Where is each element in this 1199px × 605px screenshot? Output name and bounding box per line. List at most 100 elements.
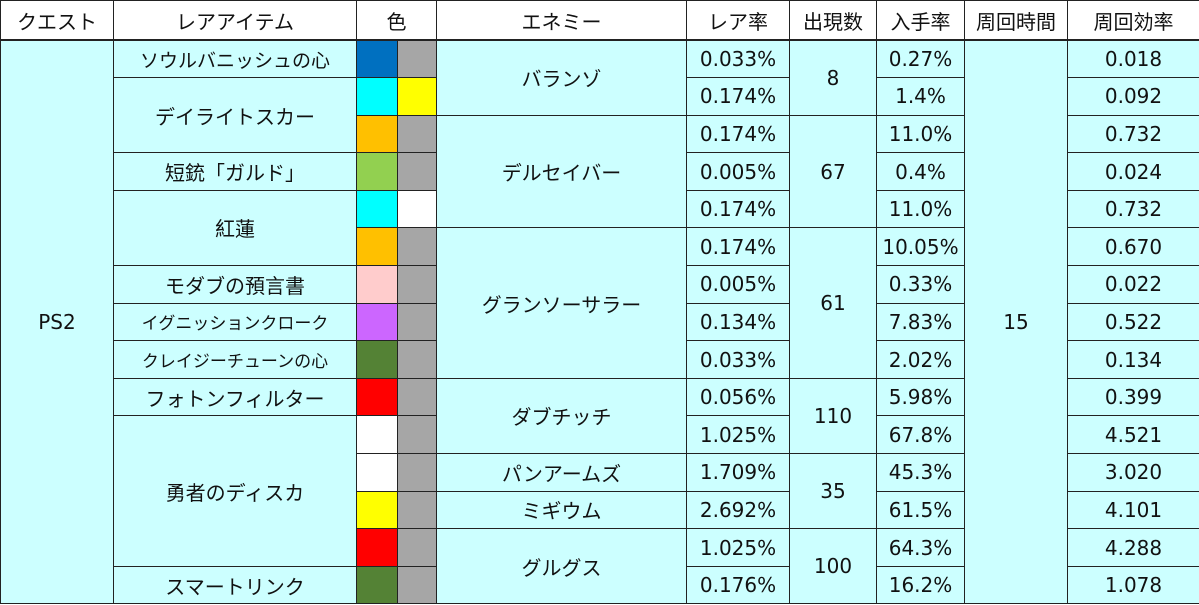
rare-rate: 0.174%	[686, 77, 790, 116]
color-swatch-primary	[356, 302, 398, 342]
table-row: PS2 ソウルバニッシュの心 バランゾ 0.033% 8 0.27% 15 0.…	[0, 39, 1199, 605]
loop-efficiency: 4.521	[1067, 415, 1199, 455]
table-row: 短銃「ガルド」 0.005% 0.4% 0.024	[1, 152, 1199, 191]
obtain-rate: 45.3%	[876, 453, 965, 492]
header-appear-count: 出現数	[789, 0, 877, 41]
color-swatch-secondary	[397, 114, 437, 154]
item-name: スマートリンク	[113, 565, 357, 605]
color-swatch-secondary	[397, 152, 437, 191]
item-name: ソウルバニッシュの心	[113, 39, 357, 79]
color-swatch-primary	[356, 227, 398, 267]
color-swatch-primary	[356, 453, 398, 492]
table-row: デイライトスカー 0.174% 1.4% 0.092	[1, 77, 1199, 154]
color-swatch-secondary	[397, 302, 437, 342]
color-swatch-secondary	[397, 189, 437, 229]
loop-efficiency: 0.732	[1067, 114, 1199, 154]
loop-efficiency: 0.732	[1067, 189, 1199, 229]
obtain-rate: 0.33%	[876, 265, 965, 304]
color-swatch-primary	[356, 528, 398, 567]
color-swatch-primary	[356, 189, 398, 229]
header-quest: クエスト	[0, 0, 114, 41]
quest-cell: PS2	[0, 39, 114, 605]
obtain-rate: 2.02%	[876, 340, 965, 379]
rare-rate: 1.025%	[686, 528, 790, 567]
obtain-rate: 0.27%	[876, 39, 965, 79]
color-swatch-secondary	[397, 265, 437, 304]
table-row: パンアームズ 1.709% 35 45.3% 3.020	[1, 453, 1199, 530]
header-loop-time: 周回時間	[964, 0, 1068, 41]
rare-rate: 1.025%	[686, 415, 790, 455]
item-name: 勇者のディスカ	[113, 415, 357, 567]
color-swatch-primary	[356, 490, 398, 530]
enemy-name: グルグス	[436, 528, 687, 605]
loop-efficiency: 4.288	[1067, 528, 1199, 567]
item-name: イグニッションクローク	[113, 302, 357, 342]
obtain-rate: 16.2%	[876, 565, 965, 605]
loop-efficiency: 1.078	[1067, 565, 1199, 605]
color-swatch-secondary	[397, 565, 437, 605]
rare-rate: 0.005%	[686, 152, 790, 191]
color-swatch-secondary	[397, 340, 437, 379]
obtain-rate: 7.83%	[876, 302, 965, 342]
rare-rate: 0.005%	[686, 265, 790, 304]
appear-count: 67	[789, 114, 877, 229]
obtain-rate: 10.05%	[876, 227, 965, 267]
header-rare-item: レアアイテム	[113, 0, 357, 41]
loop-efficiency: 0.134	[1067, 340, 1199, 379]
loop-efficiency: 0.670	[1067, 227, 1199, 267]
header-row: クエスト レアアイテム 色 エネミー レア率 出現数 入手率 周回時間 周回効率	[0, 0, 1199, 41]
color-swatch-secondary	[397, 377, 437, 417]
item-name: クレイジーチューンの心	[113, 340, 357, 379]
item-name: 短銃「ガルド」	[113, 152, 357, 191]
table-row: グランソーサラー 0.174% 61 10.05% 0.670	[1, 227, 1199, 379]
color-swatch-secondary	[397, 453, 437, 492]
enemy-name: デルセイバー	[436, 114, 687, 229]
obtain-rate: 5.98%	[876, 377, 965, 417]
color-swatch-primary	[356, 77, 398, 116]
color-swatch-primary	[356, 114, 398, 154]
item-name: フォトンフィルター	[113, 377, 357, 417]
color-swatch-primary	[356, 340, 398, 379]
table-row: クレイジーチューンの心 0.033% 2.02% 0.134	[1, 340, 1199, 379]
rare-rate: 0.056%	[686, 377, 790, 417]
rare-rate: 1.709%	[686, 453, 790, 492]
obtain-rate: 64.3%	[876, 528, 965, 567]
enemy-name: ミギウム	[436, 490, 687, 530]
loop-efficiency: 3.020	[1067, 453, 1199, 492]
table-row: ミギウム 2.692% 61.5% 4.101	[1, 490, 1199, 530]
loop-efficiency: 4.101	[1067, 490, 1199, 530]
header-rare-rate: レア率	[686, 0, 790, 41]
header-loop-efficiency: 周回効率	[1067, 0, 1199, 41]
loop-efficiency: 0.024	[1067, 152, 1199, 191]
color-swatch-secondary	[397, 39, 437, 79]
enemy-name: パンアームズ	[436, 453, 687, 492]
rare-rate: 0.174%	[686, 114, 790, 154]
loop-time-cell: 15	[964, 39, 1068, 605]
obtain-rate: 67.8%	[876, 415, 965, 455]
appear-count: 100	[789, 528, 877, 605]
appear-count: 35	[789, 453, 877, 530]
header-enemy: エネミー	[436, 0, 687, 41]
obtain-rate: 0.4%	[876, 152, 965, 191]
rare-rate: 0.033%	[686, 340, 790, 379]
loop-efficiency: 0.399	[1067, 377, 1199, 417]
obtain-rate: 1.4%	[876, 77, 965, 116]
color-swatch-primary	[356, 415, 398, 455]
color-swatch-primary	[356, 39, 398, 79]
item-name: デイライトスカー	[113, 77, 357, 154]
obtain-rate: 11.0%	[876, 189, 965, 229]
color-swatch-primary	[356, 265, 398, 304]
rare-rate: 0.174%	[686, 227, 790, 267]
table-row: グルグス 1.025% 100 64.3% 4.288	[1, 528, 1199, 605]
color-swatch-secondary	[397, 227, 437, 267]
table-row: スマートリンク 0.176% 16.2% 1.078	[1, 565, 1199, 605]
color-swatch-secondary	[397, 77, 437, 116]
appear-count: 61	[789, 227, 877, 379]
color-swatch-secondary	[397, 528, 437, 567]
enemy-name: バランゾ	[436, 39, 687, 116]
item-name: 紅蓮	[113, 189, 357, 267]
color-swatch-secondary	[397, 490, 437, 530]
color-swatch-primary	[356, 377, 398, 417]
color-swatch-primary	[356, 152, 398, 191]
rare-rate: 0.134%	[686, 302, 790, 342]
